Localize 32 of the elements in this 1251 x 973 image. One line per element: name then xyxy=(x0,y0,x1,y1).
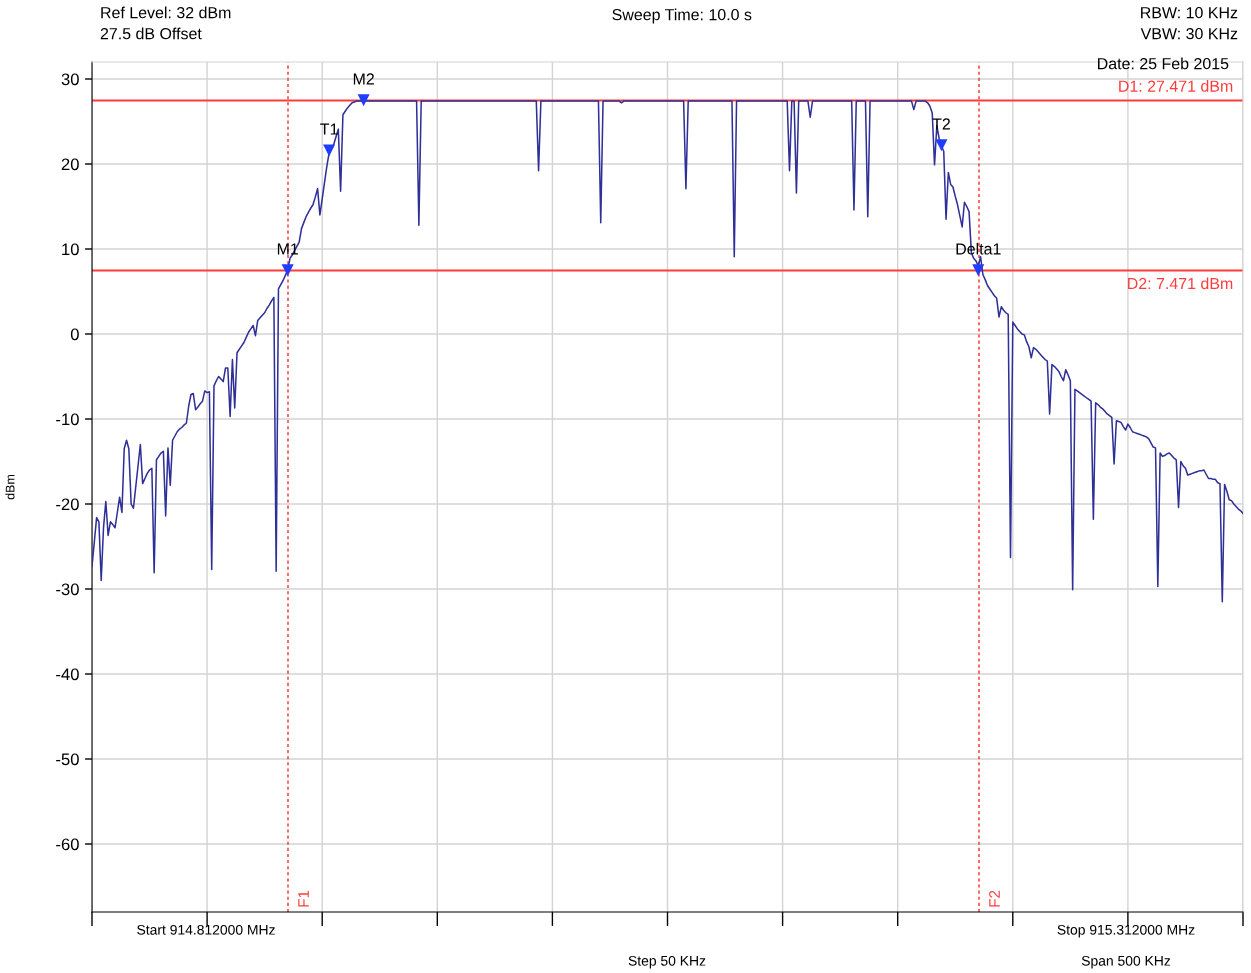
point xyxy=(935,139,948,152)
y-tick-label: -30 xyxy=(56,583,79,596)
annotation: Date: 25 Feb 2015 xyxy=(1098,57,1229,70)
text: Span 500 KHz xyxy=(1081,955,1171,969)
y-tick-label: -40 xyxy=(56,668,79,681)
text: VBW: 30 KHz xyxy=(1140,27,1238,40)
chart-title: Sweep Time: 10.0 s xyxy=(612,8,752,24)
data-label: T1 xyxy=(320,123,338,135)
text: RBW: 10 KHz xyxy=(1141,6,1238,19)
y-tick-label: -50 xyxy=(56,753,79,766)
point xyxy=(323,144,336,157)
text: Start 914.812000 MHz xyxy=(137,924,275,935)
y-tick-label: 0 xyxy=(70,328,79,341)
text: F1 xyxy=(298,890,309,907)
y-tick-label: 20 xyxy=(61,158,79,171)
y-tick-label: 30 xyxy=(61,73,79,86)
point xyxy=(281,264,294,277)
y-tick-label: -20 xyxy=(56,498,79,511)
text: Stop 915.312000 MHz xyxy=(1057,924,1195,938)
text: Step 50 KHz xyxy=(628,955,706,969)
point xyxy=(972,264,985,277)
data-label: M2 xyxy=(353,73,374,85)
ref-line-label: D1: 27.471 dBm xyxy=(1119,80,1233,92)
text: 27.5 dB Offset xyxy=(100,27,202,40)
y-tick-label: -60 xyxy=(56,838,79,851)
text: F2 xyxy=(989,890,1000,907)
ref-line-label: D2: 7.471 dBm xyxy=(1128,277,1233,290)
y-axis-title: dBm xyxy=(5,474,15,500)
text: Ref Level: 32 dBm xyxy=(101,6,231,19)
y-tick-label: 10 xyxy=(62,243,79,256)
y-tick-label: -10 xyxy=(56,413,79,426)
point xyxy=(357,94,370,107)
